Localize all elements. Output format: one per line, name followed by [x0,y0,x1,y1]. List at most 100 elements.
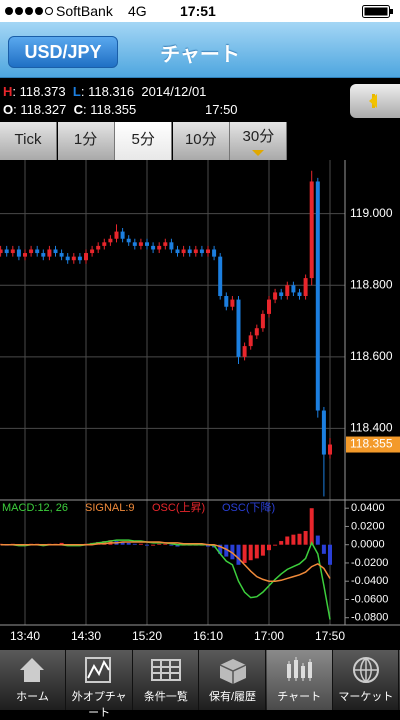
osc-bar [230,544,235,560]
nav-icon [352,657,379,683]
candle-body [328,444,332,455]
candle-body [0,249,3,254]
candle-body [187,249,192,254]
y-tick-label: 0.0200 [351,520,385,532]
candle-body [71,256,76,261]
candle-body [35,249,40,254]
nav-tab[interactable]: マーケット [333,650,400,710]
chart: 13:40 14:30 15:20 16:10 17:00 17:50 118.400 118… [0,160,400,643]
timeframe-tab[interactable]: 1分 [57,122,115,160]
osc-bar [138,543,143,545]
osc-bar [206,544,210,547]
carrier: SoftBank [56,3,113,19]
candle-body [126,238,131,243]
candle-body [321,410,326,455]
y-tick-label: 0.0000 [351,539,385,551]
icon [301,666,306,678]
open: : 118.327 [13,102,67,117]
nav-label: 条件一覧 [143,691,188,703]
timeframe-tab[interactable]: 10分 [172,122,230,160]
candle-body [279,292,284,296]
candle-body [138,242,143,246]
candle-body [10,249,15,254]
nav-label: チャート [277,691,322,703]
candle-body [59,253,64,257]
high: : 118.373 [12,84,66,99]
nav-tab[interactable]: チャート [266,650,333,710]
candle-body [291,285,296,293]
osc-bar [315,535,320,545]
osc-bar [254,544,259,559]
signal-icon [5,7,53,15]
candle-body [212,249,217,257]
timeframe-tab[interactable]: Tick [0,122,57,160]
nav-tab[interactable]: ホーム [0,650,66,710]
candle-body [267,299,271,314]
nav-tab[interactable]: 外オプチャート [67,650,133,719]
open-key: O [3,102,14,117]
candle-body [84,253,88,261]
close-key: C [73,102,84,117]
osc-bar [224,544,229,557]
nav-tab[interactable]: 保有/履歴 [200,650,266,710]
nav-label: マーケット [338,691,394,703]
osc-bar [163,543,168,545]
candle-body [65,256,70,261]
legend-label: OSC(上昇) [152,501,205,514]
candle-body [303,278,308,296]
candle-body [23,253,27,257]
candle-body [108,238,113,243]
icon [150,659,181,681]
osc-bar [132,543,137,545]
osc-bar [291,534,296,545]
nav-label: 保有/履歴 [208,691,257,703]
candle-body [96,245,101,250]
nav-icon [150,659,181,681]
candle-body [206,249,210,254]
osc-bar [297,533,302,545]
osc-bar [120,541,125,545]
timeframe-tab[interactable]: 30分 [230,122,288,160]
close: : 118.355 [83,102,137,117]
timeframe-tabs: Tick 1分 5分 10分 30分 [0,122,288,160]
network: 4G [128,3,147,19]
icon [308,662,313,678]
candle-body [224,296,229,307]
osc-bar [59,542,64,545]
osc-bar [151,544,156,546]
candle-body [90,249,95,254]
price-info: H: 118.373 L: 118.316 2014/12/01 O: 118.… [0,78,400,122]
info-row: O: 118.327 C: 118.355 [3,102,136,117]
osc-bar [303,531,308,545]
arrow-icon [369,94,377,108]
candle-body [163,242,168,246]
candle-body [193,249,198,254]
candle-body [132,242,137,246]
nav-label: ホーム [16,691,49,703]
osc-bar [285,536,290,545]
candle-body [297,292,302,296]
last-price-label: 118.355 [350,437,393,451]
icon [287,664,292,678]
y-tick-label: 119.000 [350,206,393,220]
candle-body [230,299,235,307]
side-button[interactable] [350,84,400,118]
x-tick-label: 14:30 [71,629,101,643]
high-key: H [3,84,13,99]
candle-body [120,231,125,239]
timeframe-tab[interactable]: 5分 [115,122,173,160]
y-tick-label: 118.800 [350,277,393,291]
low: : 118.316 [80,84,135,99]
osc-bar [309,508,314,545]
icon [294,660,299,678]
candle-body [29,249,34,254]
nav-icon [219,659,246,684]
pair-button[interactable]: USD/JPY [8,36,118,68]
candle-body [315,181,320,411]
candle-body [102,242,107,246]
y-tick-label: -0.0200 [351,557,388,569]
nav-icon [85,657,112,683]
nav-tab[interactable]: 条件一覧 [133,650,200,710]
candle-body [53,249,58,254]
icon [219,664,246,684]
